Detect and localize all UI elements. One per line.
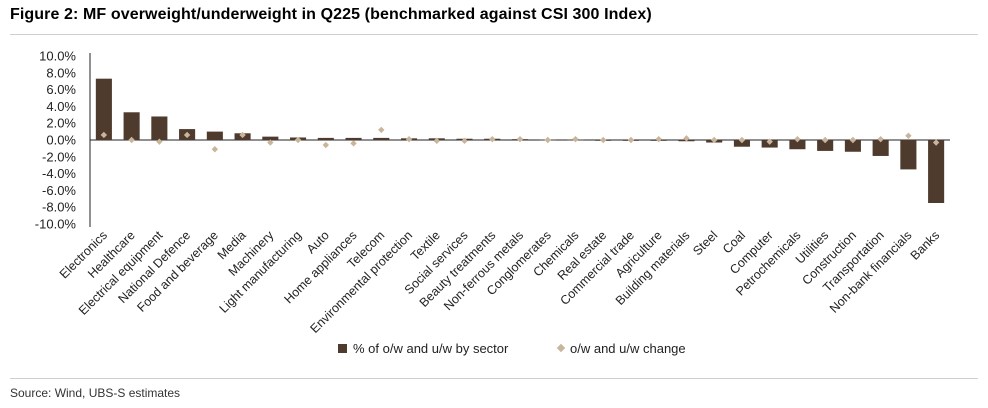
bar-non-bank-financials bbox=[900, 140, 917, 170]
bar-telecom bbox=[373, 137, 390, 140]
change-marker bbox=[405, 135, 413, 143]
change-marker bbox=[128, 136, 135, 144]
bar-coal bbox=[733, 140, 750, 147]
y-tick-label: 2.0% bbox=[46, 116, 76, 131]
bar-healthcare bbox=[123, 112, 140, 140]
bar-construction bbox=[844, 140, 861, 152]
y-tick-label: -10.0% bbox=[35, 217, 77, 232]
change-marker bbox=[766, 138, 773, 145]
change-marker bbox=[655, 135, 662, 143]
change-marker bbox=[849, 136, 857, 144]
change-marker bbox=[100, 131, 108, 139]
bar-electrical-equipment bbox=[151, 116, 168, 140]
legend-dot-label: o/w and u/w change bbox=[570, 341, 686, 356]
y-tick-label: -2.0% bbox=[42, 149, 76, 164]
change-marker bbox=[489, 135, 496, 143]
change-marker bbox=[183, 131, 191, 139]
bar-banks bbox=[928, 140, 945, 203]
change-marker bbox=[211, 146, 219, 153]
change-marker bbox=[821, 136, 829, 144]
legend-bar-label: % of o/w and u/w by sector bbox=[353, 341, 509, 356]
bar-utilities bbox=[817, 140, 834, 151]
bar-transportation bbox=[872, 140, 889, 156]
y-tick-label: -4.0% bbox=[42, 166, 76, 181]
change-marker bbox=[683, 135, 690, 142]
change-marker bbox=[877, 135, 884, 143]
footer-divider bbox=[10, 378, 978, 379]
chart-legend: % of o/w and u/w by sector o/w and u/w c… bbox=[338, 341, 686, 356]
change-marker bbox=[738, 136, 746, 144]
bar-food-and-beverage bbox=[206, 131, 223, 140]
bar-machinery bbox=[262, 136, 279, 140]
bar-auto bbox=[317, 137, 334, 140]
change-marker bbox=[239, 131, 246, 139]
change-marker bbox=[572, 135, 579, 143]
change-marker bbox=[156, 138, 163, 145]
y-tick-label: 0.0% bbox=[46, 133, 76, 148]
change-marker bbox=[461, 137, 468, 145]
y-tick-label: 10.0% bbox=[39, 49, 76, 64]
source-note: Source: Wind, UBS-S estimates bbox=[10, 386, 181, 400]
change-marker bbox=[710, 136, 718, 144]
title-divider bbox=[10, 34, 978, 35]
change-marker bbox=[905, 132, 912, 139]
y-tick-label: -6.0% bbox=[42, 183, 76, 198]
y-tick-label: 6.0% bbox=[46, 82, 76, 97]
change-marker bbox=[516, 135, 524, 143]
bar-petrochemicals bbox=[789, 140, 806, 150]
change-marker bbox=[378, 126, 385, 134]
change-marker bbox=[544, 136, 551, 144]
y-tick-label: 4.0% bbox=[46, 99, 76, 114]
change-marker bbox=[600, 136, 607, 144]
bar-electronics bbox=[95, 78, 112, 140]
change-marker bbox=[932, 139, 940, 146]
y-tick-label: 8.0% bbox=[46, 65, 76, 80]
change-marker bbox=[350, 140, 357, 147]
change-marker bbox=[294, 136, 302, 144]
x-category-label: Steel bbox=[690, 228, 720, 258]
change-marker bbox=[267, 139, 274, 146]
legend-dot-swatch bbox=[556, 343, 566, 353]
y-tick-label: -8.0% bbox=[42, 200, 76, 215]
change-marker bbox=[433, 137, 440, 145]
change-marker bbox=[322, 141, 330, 149]
figure-title: Figure 2: MF overweight/underweight in Q… bbox=[10, 6, 652, 23]
change-marker bbox=[794, 135, 801, 143]
x-category-label: Banks bbox=[908, 228, 942, 262]
legend-bar-swatch bbox=[338, 344, 347, 353]
change-marker bbox=[627, 136, 635, 144]
bar-home-appliances bbox=[345, 137, 362, 140]
